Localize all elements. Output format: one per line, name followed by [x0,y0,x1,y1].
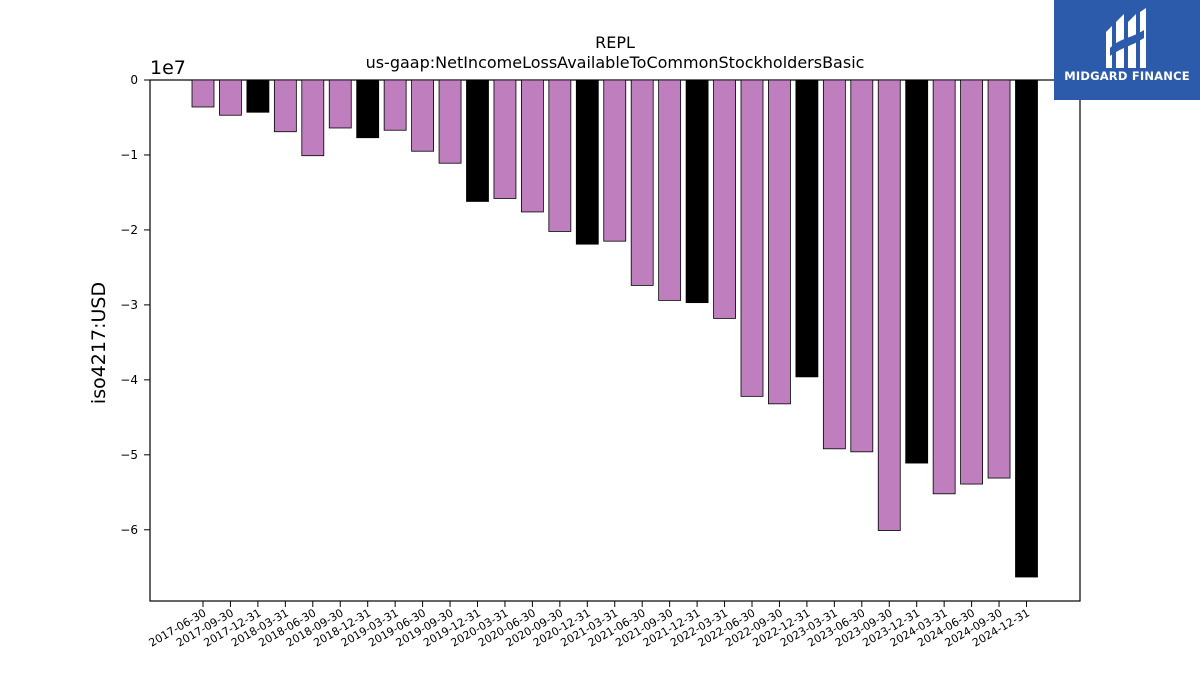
bar-2017-06-30 [191,79,215,108]
bar-2023-09-30 [877,79,901,531]
bar-2019-12-31 [466,79,489,202]
bar-2018-03-31 [273,79,297,133]
y-tick-label: −3 [120,298,138,312]
bar-2022-09-30 [768,79,791,405]
y-tick-label: −6 [120,523,138,537]
y-axis-label: iso4217:USD [88,282,110,404]
logo-text: MIDGARD FINANCE [1064,69,1190,83]
bar-2020-06-30 [521,79,544,213]
bar-2018-06-30 [301,79,325,157]
y-tick-label: −4 [120,373,138,387]
bar-2021-12-31 [685,79,709,304]
bar-2021-03-31 [603,79,627,242]
bar-2018-12-31 [356,79,380,139]
bar-2019-09-30 [438,79,462,164]
bar-2021-09-30 [658,79,682,301]
bar-2023-03-31 [822,79,846,450]
y-tick-label: 0 [130,73,138,87]
bars-group [191,79,1038,578]
bar-2017-12-31 [246,79,270,113]
logo-box: MIDGARD FINANCE [1054,0,1200,100]
bar-2022-12-31 [795,79,819,378]
y-offset-label: 1e7 [150,57,186,79]
bar-2024-12-31 [1015,79,1038,578]
bar-2020-12-31 [575,79,599,245]
bar-2020-03-31 [493,79,517,199]
x-axis-ticks: 2017-06-302017-09-302017-12-312018-03-31… [147,601,1032,650]
bar-2019-06-30 [411,79,435,152]
bar-2021-06-30 [630,79,654,286]
bar-2019-03-31 [383,79,407,131]
y-tick-label: −1 [120,148,138,162]
bar-2023-12-31 [905,79,929,464]
bar-2024-09-30 [987,79,1011,479]
chart-subtitle: us-gaap:NetIncomeLossAvailableToCommonSt… [366,53,865,72]
y-tick-label: −2 [120,223,138,237]
bar-2018-09-30 [328,79,352,129]
chart-title: REPL [595,33,635,52]
bar-2017-09-30 [219,79,242,116]
y-tick-label: −5 [120,448,138,462]
bar-2022-03-31 [713,79,736,319]
bar-2024-03-31 [932,79,956,495]
y-axis-ticks: 0 −1 −2 −3 −4 −5 −6 [120,73,150,537]
bar-2024-06-30 [960,79,983,485]
midgard-logo-icon [1106,8,1146,68]
bar-2020-09-30 [548,79,572,232]
bar-2022-06-30 [740,79,764,397]
bar-2023-06-30 [850,79,874,453]
